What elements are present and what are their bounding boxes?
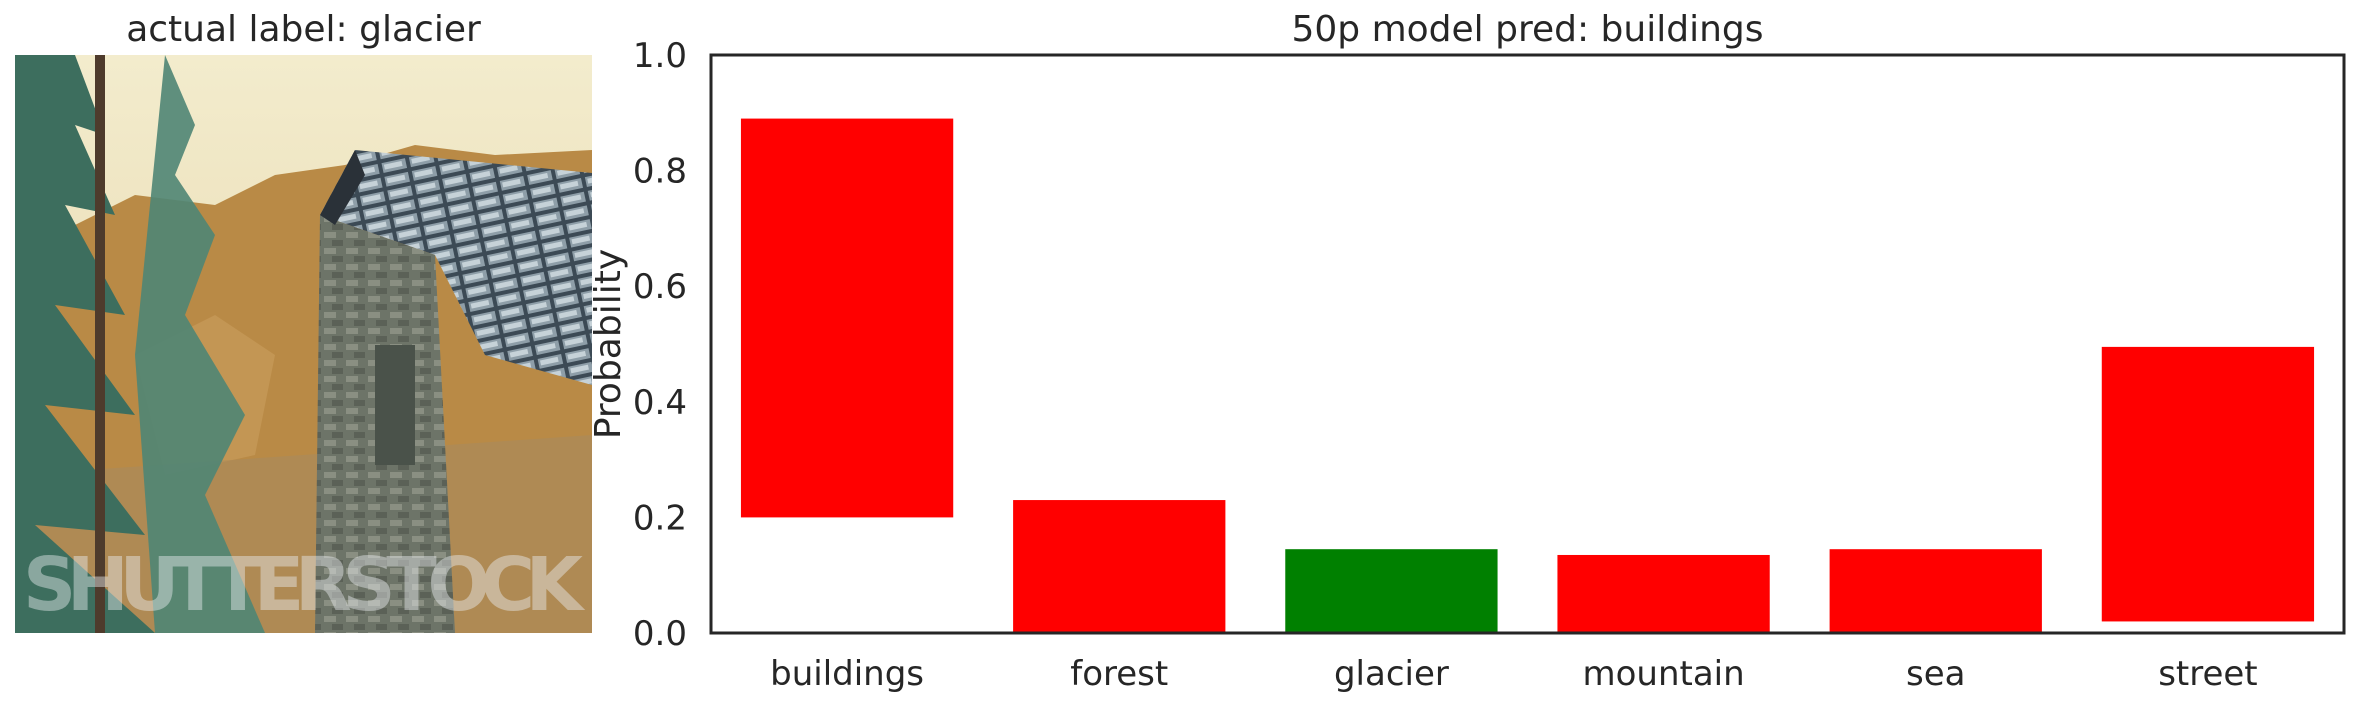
plot-frame <box>709 53 2346 635</box>
chart-title: 50p model pred: buildings <box>1291 9 1764 50</box>
y-tick-label: 0.0 <box>633 614 687 654</box>
y-tick-label: 0.6 <box>633 267 687 307</box>
watermark-text: SHUTTERSTOCK <box>23 542 586 628</box>
y-tick-label: 0.2 <box>633 498 687 538</box>
bar-glacier <box>1285 549 1498 633</box>
y-tick-label: 1.0 <box>633 36 687 76</box>
image-title: actual label: glacier <box>126 9 481 50</box>
bar-buildings <box>740 118 954 518</box>
x-tick-label: street <box>2158 654 2257 694</box>
y-tick-label: 0.8 <box>633 152 687 192</box>
y-tick-label: 0.4 <box>633 383 687 423</box>
x-axis-ticks: buildings forest glacier mountain sea street <box>770 654 2258 694</box>
x-tick-label: forest <box>1070 654 1168 694</box>
y-axis-label: Probability <box>588 249 629 439</box>
input-image: SHUTTERSTOCK <box>15 55 592 633</box>
bar-street <box>2101 346 2315 622</box>
bar-forest <box>1013 500 1226 633</box>
bar-sea <box>1829 549 2042 633</box>
x-tick-label: mountain <box>1582 654 1744 694</box>
x-tick-label: sea <box>1906 654 1965 694</box>
bars <box>740 118 2315 633</box>
bar-mountain <box>1557 554 1770 633</box>
y-axis-ticks: 0.0 0.2 0.4 0.6 0.8 1.0 <box>633 36 687 654</box>
x-tick-label: buildings <box>770 654 924 694</box>
x-tick-label: glacier <box>1334 654 1449 694</box>
